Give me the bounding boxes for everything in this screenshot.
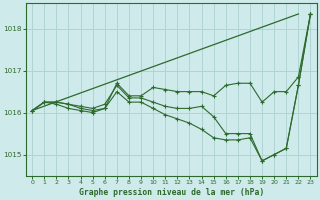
X-axis label: Graphe pression niveau de la mer (hPa): Graphe pression niveau de la mer (hPa) — [79, 188, 264, 197]
